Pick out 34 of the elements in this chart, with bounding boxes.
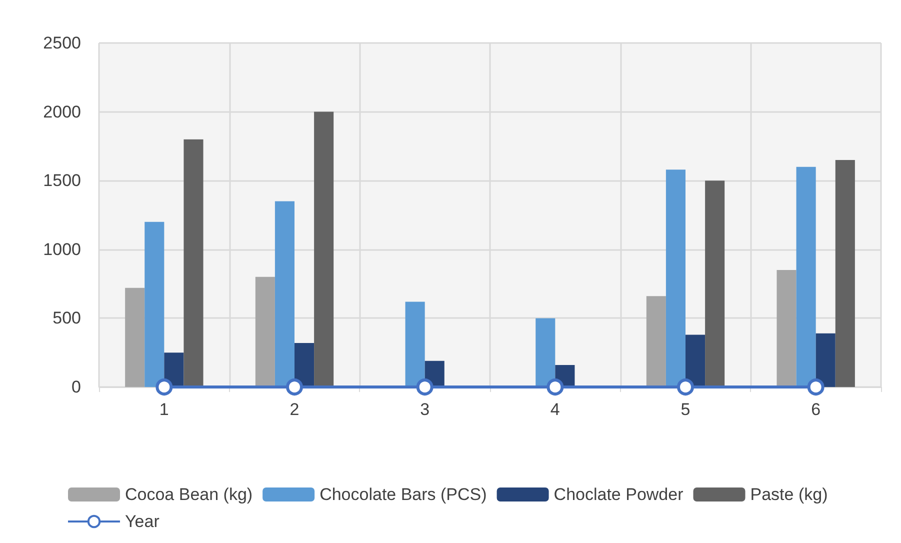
bar [536, 318, 556, 387]
bar [255, 276, 275, 387]
bar [144, 222, 164, 387]
x-tick-label: 4 [550, 400, 560, 419]
bar [796, 166, 816, 387]
bar [816, 333, 836, 387]
legend-label: Chocolate Bars (PCS) [320, 485, 487, 504]
bar [776, 270, 796, 387]
bar [125, 288, 145, 387]
x-tick-label: 1 [159, 400, 169, 419]
y-tick-label: 1500 [43, 171, 81, 190]
bar [405, 302, 425, 387]
bar [294, 342, 314, 387]
bar [686, 334, 706, 387]
y-tick-label: 2000 [43, 102, 81, 122]
bar [646, 296, 666, 387]
y-tick-label: 2500 [43, 34, 81, 52]
legend-label: Paste (kg) [750, 485, 828, 504]
legend-label: Cocoa Bean (kg) [125, 485, 253, 504]
y-tick-label: 500 [52, 308, 81, 328]
bar [314, 112, 334, 387]
bar [835, 160, 855, 387]
x-tick-label: 5 [680, 400, 690, 419]
y-tick-label: 1000 [43, 240, 81, 259]
legend-label: Choclate Powder [554, 485, 684, 504]
x-tick-label: 2 [290, 400, 300, 419]
bar [184, 139, 204, 387]
legend-label: Year [125, 512, 160, 531]
x-tick-label: 6 [811, 400, 821, 419]
x-tick-label: 3 [420, 400, 430, 419]
y-tick-label: 0 [72, 378, 81, 396]
bar [666, 170, 686, 387]
bar [274, 201, 294, 387]
bar [705, 180, 725, 387]
